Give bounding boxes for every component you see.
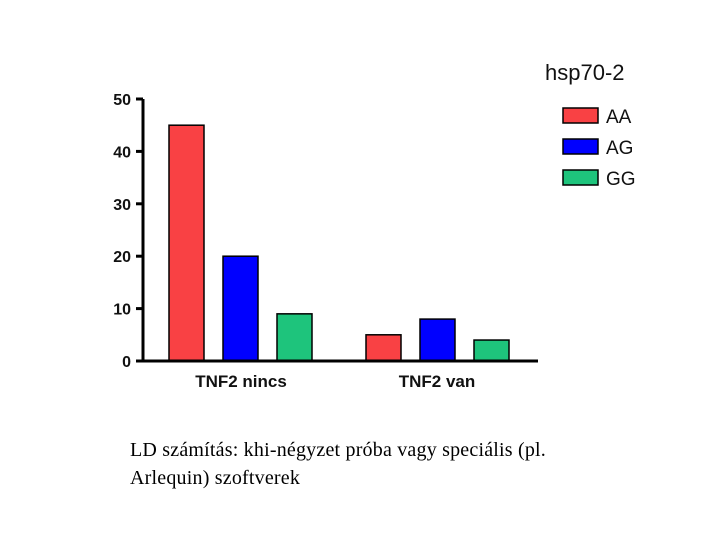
bar-ag-0 bbox=[222, 255, 259, 362]
bar-gg-0 bbox=[276, 313, 313, 362]
y-tick-label: 30 bbox=[113, 197, 131, 214]
legend-label-aa: AA bbox=[606, 107, 632, 128]
bars-group bbox=[168, 124, 510, 362]
category-label: TNF2 nincs bbox=[195, 372, 287, 391]
y-tick-label: 0 bbox=[122, 354, 131, 371]
y-ticks-group: 0 10 20 30 40 50 bbox=[113, 92, 143, 371]
caption: LD számítás: khi-négyzet próba vagy spec… bbox=[130, 436, 690, 492]
legend-label-ag: AG bbox=[606, 138, 633, 159]
bar-ag-1 bbox=[419, 318, 456, 362]
y-tick-label: 10 bbox=[113, 302, 131, 319]
bar-gg-1 bbox=[473, 339, 510, 362]
y-tick-label: 40 bbox=[113, 144, 131, 161]
category-label: TNF2 van bbox=[399, 372, 476, 391]
y-tick-label: 20 bbox=[113, 249, 131, 266]
caption-line: LD számítás: khi-négyzet próba vagy spec… bbox=[130, 439, 546, 461]
y-tick-label: 50 bbox=[113, 92, 131, 109]
legend-swatch-ag bbox=[562, 138, 599, 155]
bar-aa-1 bbox=[365, 334, 402, 362]
legend-swatch-gg bbox=[562, 169, 599, 186]
bar-aa-0 bbox=[168, 124, 205, 362]
legend-label-gg: GG bbox=[606, 169, 636, 190]
legend: AA AG GG bbox=[562, 107, 636, 190]
caption-line: Arlequin) szoftverek bbox=[130, 467, 301, 489]
chart-title: hsp70-2 bbox=[545, 60, 625, 85]
legend-swatch-aa bbox=[562, 107, 599, 124]
